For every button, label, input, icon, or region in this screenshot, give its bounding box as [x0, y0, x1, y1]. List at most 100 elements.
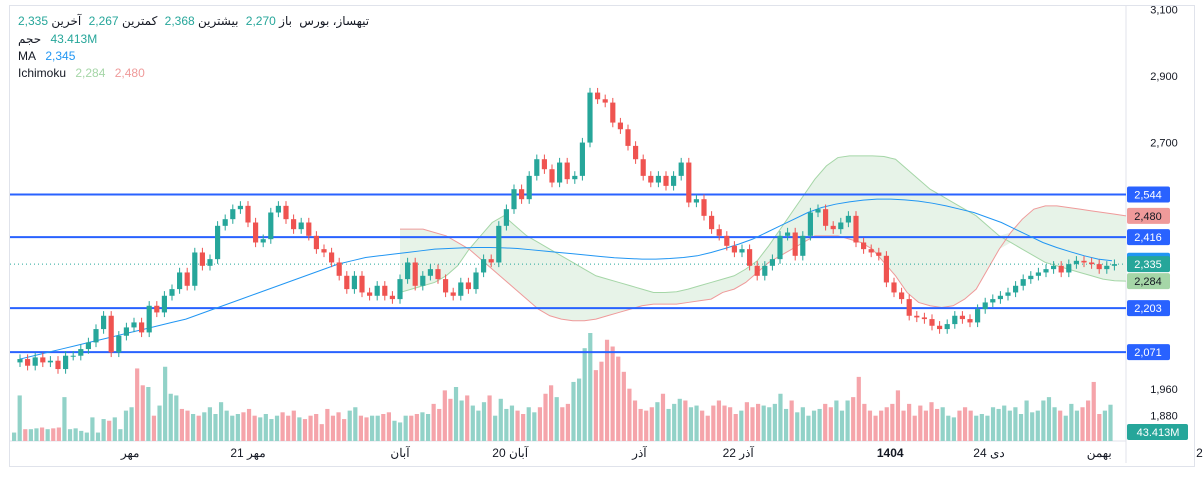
volume-bar	[829, 407, 833, 441]
volume-bar	[969, 411, 973, 441]
candle	[78, 349, 83, 356]
candle	[169, 289, 174, 296]
candle	[603, 99, 608, 102]
volume-bar	[499, 399, 503, 441]
candle	[952, 316, 957, 324]
candle	[1043, 269, 1048, 272]
volume-bar	[767, 407, 771, 441]
volume-bar	[185, 411, 189, 441]
volume-bar	[616, 357, 620, 441]
candle	[610, 103, 615, 123]
volume-bar	[275, 416, 279, 441]
volume-bar	[124, 411, 128, 441]
volume-bar	[1058, 411, 1062, 441]
candle	[230, 209, 235, 219]
volume-bar	[392, 421, 396, 441]
candle	[907, 299, 912, 316]
volume-bar	[885, 407, 889, 441]
volume-bar	[857, 377, 861, 441]
volume-bar	[756, 404, 760, 441]
candle	[1074, 261, 1079, 264]
candle	[420, 276, 425, 286]
candle	[1013, 286, 1018, 293]
candle	[200, 252, 205, 265]
volume-bar	[85, 433, 89, 441]
candle	[739, 249, 744, 252]
volume-bar	[426, 414, 430, 441]
volume-bar	[683, 401, 687, 442]
volume-bar	[1103, 411, 1107, 441]
volume-bar	[728, 407, 732, 441]
volume-bar	[605, 340, 609, 441]
volume-bar	[353, 407, 357, 441]
volume-bar	[711, 406, 715, 441]
candle	[299, 223, 304, 230]
candle	[717, 229, 722, 236]
legend-ichimoku[interactable]: Ichimoku 2,284 2,480	[18, 65, 145, 81]
legend-volume[interactable]: حجم 43.413M	[18, 31, 97, 47]
volume-bar	[795, 412, 799, 441]
volume-bar	[739, 411, 743, 441]
candle	[55, 361, 60, 369]
volume-bar	[348, 411, 352, 441]
volume-bar	[868, 411, 872, 441]
volume-bar	[1024, 401, 1028, 442]
volume-bar	[901, 411, 905, 441]
volume-bar	[169, 394, 173, 441]
candle	[496, 226, 501, 263]
volume-bar	[376, 416, 380, 441]
volume-bar	[269, 419, 273, 441]
volume-bar	[834, 401, 838, 442]
legend-ma[interactable]: MA 2,345	[18, 48, 75, 64]
volume-bar	[230, 416, 234, 441]
candle	[207, 259, 212, 266]
volume-bar	[818, 409, 822, 441]
candle	[306, 223, 311, 236]
volume-bar	[538, 407, 542, 441]
candle	[815, 209, 820, 212]
candle	[831, 226, 836, 229]
volume-bar	[331, 416, 335, 441]
volume-bar	[588, 333, 592, 441]
volume-bar	[264, 414, 268, 441]
candle	[86, 342, 91, 349]
price-chart[interactable]: 3,1002,9002,7001,9601,8802,5442,4802,416…	[0, 0, 1203, 478]
price-badge-label: 2,071	[1134, 347, 1162, 359]
candle	[648, 176, 653, 183]
cloud-fill	[400, 156, 1126, 321]
volume-bar	[1064, 416, 1068, 441]
candle	[1036, 272, 1041, 275]
volume-bar	[135, 368, 139, 441]
volume-bar	[308, 416, 312, 441]
candle	[618, 123, 623, 130]
legend-ichimoku-span-a: 2,284	[75, 65, 105, 81]
candle	[945, 324, 950, 329]
candle	[504, 209, 509, 226]
volume-bar	[314, 414, 318, 441]
volume-bar	[129, 407, 133, 441]
volume-bar	[404, 416, 408, 441]
candle	[177, 272, 182, 289]
legend-volume-value: 43.413M	[51, 31, 98, 47]
volume-bar	[661, 394, 665, 441]
candle	[967, 319, 972, 322]
candle	[337, 262, 342, 275]
candle	[291, 219, 296, 229]
legend-ichimoku-label: Ichimoku	[18, 65, 66, 81]
x-tick-label: 25 بهمن	[1196, 446, 1203, 460]
candle	[800, 236, 805, 256]
candle	[869, 249, 874, 252]
candle	[808, 213, 813, 236]
volume-bar	[678, 399, 682, 441]
candle	[147, 306, 152, 333]
candle	[124, 327, 129, 335]
candle	[914, 316, 919, 318]
legend-high-value: 2,368	[165, 13, 195, 29]
legend-symbol[interactable]: تیهساز، بورس	[299, 13, 369, 29]
candle	[960, 316, 965, 319]
volume-bar	[102, 419, 106, 441]
volume-bar	[918, 406, 922, 441]
candle	[352, 276, 357, 289]
volume-bar	[146, 387, 150, 441]
volume-bar	[790, 401, 794, 442]
